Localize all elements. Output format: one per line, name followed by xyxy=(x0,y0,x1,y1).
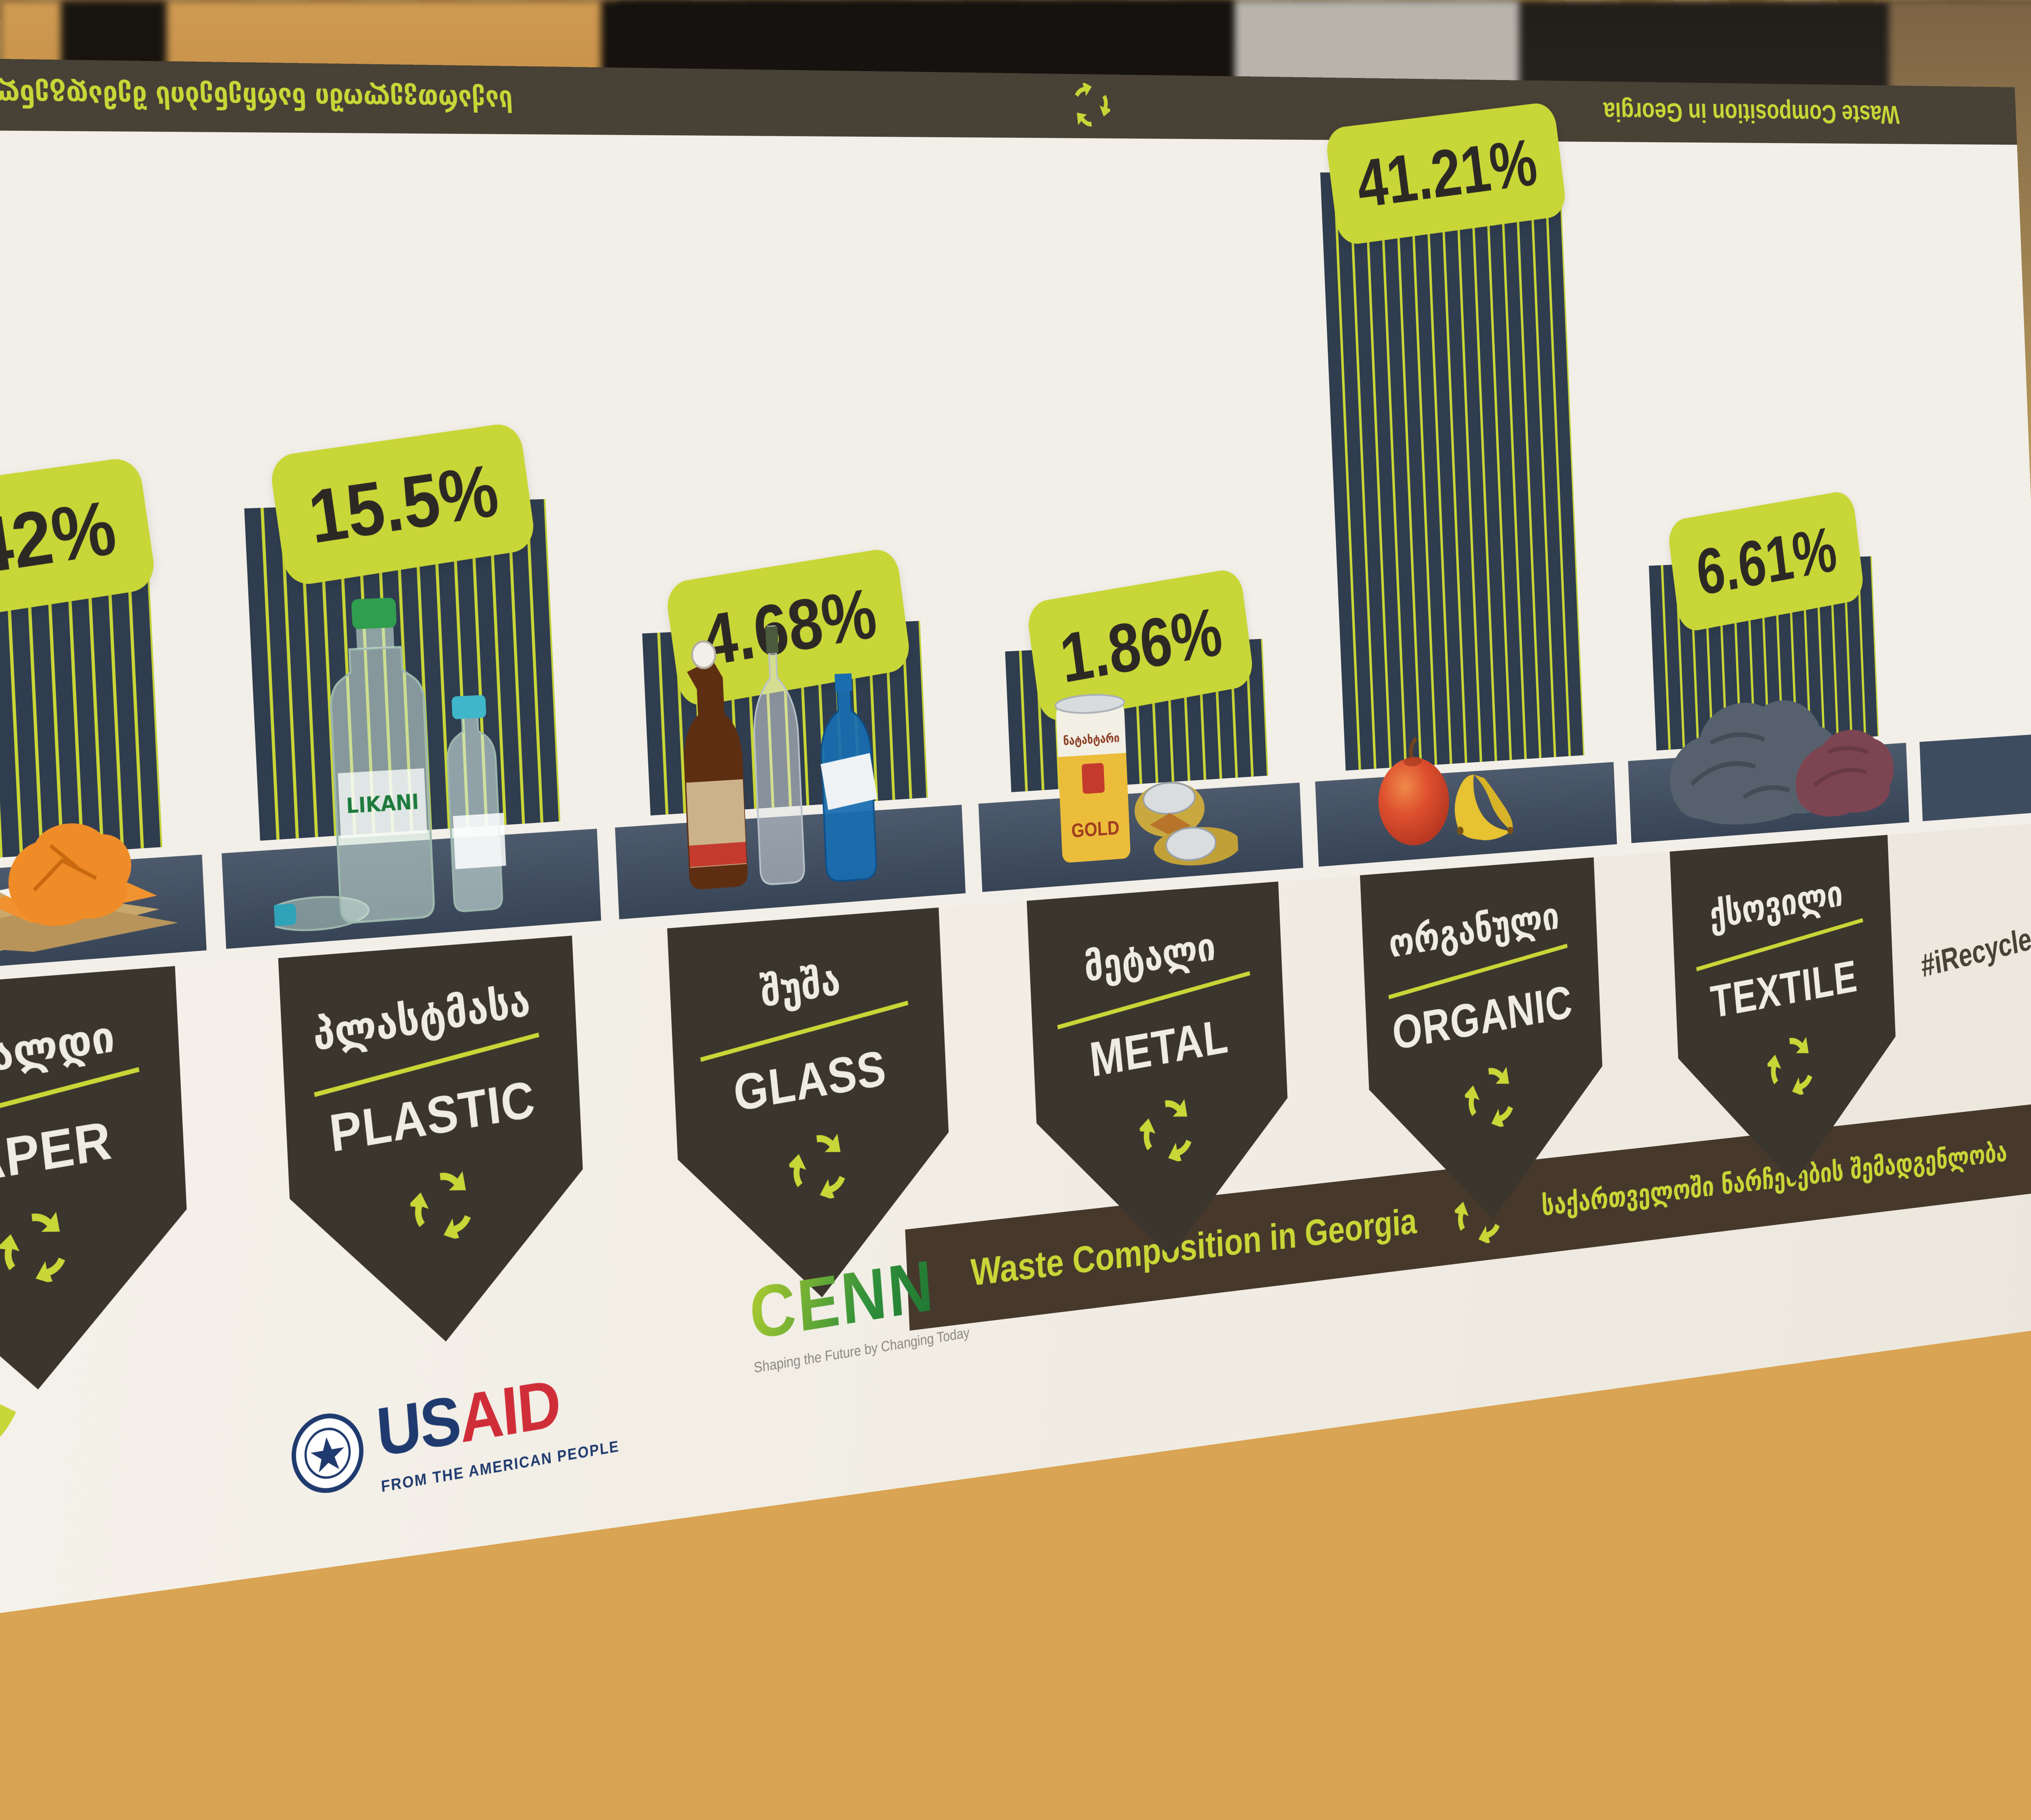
badge-name-ka: შუშა xyxy=(758,956,842,1016)
chart-section-organic: 41.21% xyxy=(1288,140,1628,773)
recycle-icon xyxy=(1765,1030,1819,1101)
badge-name-ka: ქაღალდი xyxy=(0,1011,117,1095)
front-section-metal: მეტალი METAL xyxy=(983,878,1343,1473)
top-band-title-ka: საქართველოში ნარჩენების შემადგენლობა xyxy=(0,77,513,116)
recycle-icon xyxy=(0,1203,74,1290)
front-section-organic: ორგანული ORGANIC xyxy=(1319,854,1654,1426)
can-variant-text: GOLD xyxy=(1071,816,1119,842)
category-badge-plastic: პლასტმასა PLASTIC xyxy=(278,936,590,1359)
recycle-icon xyxy=(1137,1092,1199,1168)
chart-section-textile: 6.61% xyxy=(1602,142,1919,752)
category-badge-paper: ქაღალდი PAPER xyxy=(0,966,195,1408)
hashtag-irecycle: #iRecycle xyxy=(1919,921,2031,985)
chart-section-glass: 4.68% xyxy=(583,135,978,818)
shelf-paper xyxy=(0,853,226,981)
top-band-title-en: Waste Composition in Georgia xyxy=(1603,96,1900,130)
front-section-textile: ქსოვილი TEXTILE xyxy=(1632,832,1943,1383)
recycle-icon xyxy=(1070,83,1111,130)
usaid-seal-icon xyxy=(288,1407,367,1499)
badge-name-en: METAL xyxy=(1087,1008,1230,1088)
badge-name-en: TEXTILE xyxy=(1708,950,1860,1029)
recycle-icon xyxy=(1462,1060,1520,1133)
chart-section-metal: 1.86% xyxy=(949,137,1315,794)
scene: Waste Composition in Georgia საქართველოშ… xyxy=(0,0,2031,1820)
chart-section-plastic: 15.5% xyxy=(187,132,615,843)
back-panel-end xyxy=(1896,144,2031,733)
badge-name-ka: ქსოვილი xyxy=(1708,872,1845,937)
usaid-us-text: US xyxy=(374,1382,462,1471)
badge-name-ka: პლასტმასა xyxy=(310,976,533,1060)
badge-name-en: PAPER xyxy=(0,1109,115,1201)
badge-name-ka: მეტალი xyxy=(1082,923,1217,991)
chart-section-paper: 13.42% xyxy=(0,129,221,871)
shelf-end xyxy=(1920,734,2031,821)
badge-name-en: GLASS xyxy=(731,1039,889,1123)
recycle-icon xyxy=(407,1163,479,1246)
front-section-paper: ქაღალდი PAPER xyxy=(0,962,256,1636)
recycle-icon xyxy=(786,1126,853,1205)
bar-organic xyxy=(1320,173,1584,771)
usaid-aid-text: AID xyxy=(457,1365,562,1457)
